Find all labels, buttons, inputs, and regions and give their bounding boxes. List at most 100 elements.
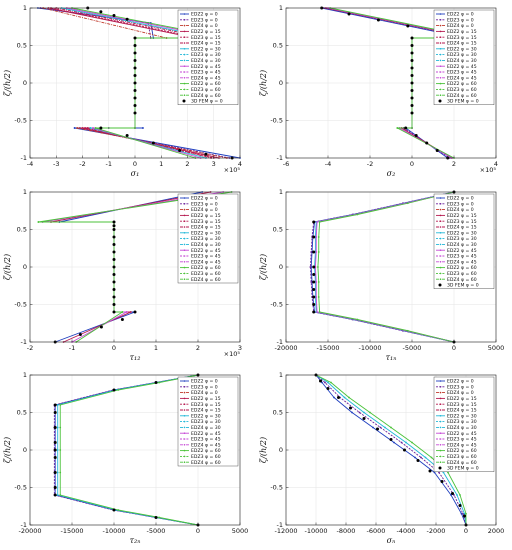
legend-swatch-point <box>439 53 442 56</box>
x-tick-label: -5000 <box>403 344 422 352</box>
legend-label: EDZ2 φ = 15 <box>447 29 477 35</box>
fem-point <box>53 426 57 429</box>
x-tick-label: -20000 <box>274 344 297 352</box>
legend-item: 3D FEM φ = 0 <box>438 466 479 472</box>
x-tick-label: 0 <box>133 160 137 168</box>
legend-item: EDZ3 φ = 30 <box>436 419 477 425</box>
y-tick-label: 0 <box>279 79 283 87</box>
series-point <box>310 281 313 283</box>
legend-label: EDZ3 φ = 0 <box>447 17 474 23</box>
fem-point <box>112 228 116 231</box>
legend-label: EDZ4 φ = 30 <box>191 425 221 431</box>
y-tick-label: 1 <box>279 4 283 12</box>
legend-label: EDZ2 φ = 45 <box>191 64 221 70</box>
x-tick-label: -4 <box>27 160 33 168</box>
fem-point <box>312 250 316 254</box>
legend-item: EDZ3 φ = 30 <box>180 236 221 242</box>
legend-item: EDZ4 φ = 30 <box>436 242 477 248</box>
x-tick-label: 2 <box>452 160 456 168</box>
legend-item: EDZ3 φ = 45 <box>436 70 477 76</box>
y-tick-label: 1 <box>23 371 27 379</box>
fem-point <box>53 403 57 407</box>
legend-item: EDZ4 φ = 30 <box>180 425 221 431</box>
legend-swatch-point <box>439 77 442 79</box>
legend-swatch-point <box>183 409 186 411</box>
series-point <box>379 426 382 429</box>
legend-item: 3D FEM φ = 0 <box>438 99 479 105</box>
legend-item: EDZ3 φ = 0 <box>436 201 474 207</box>
legend-swatch-point <box>439 94 442 96</box>
fem-point <box>312 280 316 284</box>
legend-swatch-point <box>183 24 186 27</box>
series-point <box>465 512 467 515</box>
fem-point <box>112 243 116 246</box>
series-point <box>59 426 62 429</box>
y-axis-label: ζ/(h/2) <box>259 70 268 96</box>
legend-label: EDZ3 φ = 30 <box>447 419 477 425</box>
legend-item: EDZ4 φ = 60 <box>180 277 221 283</box>
fem-point <box>133 66 137 70</box>
series-point <box>315 281 318 283</box>
legend-swatch-point <box>439 237 442 240</box>
legend-swatch <box>438 99 442 103</box>
legend-swatch-point <box>439 391 442 394</box>
legend-item: EDZ4 φ = 30 <box>180 58 221 64</box>
legend-label: EDZ3 φ = 30 <box>447 52 477 58</box>
legend-swatch-point <box>183 42 186 44</box>
fem-series <box>53 373 200 527</box>
x-tick-label: 5000 <box>232 527 249 535</box>
x-axis-label: σ₂ <box>387 169 396 178</box>
legend-item: EDZ3 φ = 60 <box>180 454 221 460</box>
fem-point <box>112 508 116 512</box>
series-point <box>372 426 374 429</box>
fem-point <box>406 24 410 28</box>
legend-swatch-point <box>439 255 442 257</box>
fem-point <box>463 514 466 518</box>
legend-item: EDZ2 φ = 30 <box>180 230 221 236</box>
legend-label: EDZ4 φ = 0 <box>447 390 474 396</box>
legend-swatch-point <box>439 65 442 67</box>
legend-item: EDZ3 φ = 45 <box>436 437 477 443</box>
legend-item: EDZ2 φ = 45 <box>180 431 221 437</box>
panel-sigma2: -6 -4 -2 0 2 4 -1 -0.5 0 0.5 1 σ₂ ζ/(h/2) ×10⁵ EDZ2 φ … <box>259 4 498 178</box>
legend-swatch-point <box>439 409 442 411</box>
series-point <box>411 441 413 444</box>
series-point <box>318 221 321 223</box>
series-point <box>406 202 409 205</box>
series-point <box>420 456 422 459</box>
legend-item: EDZ3 φ = 45 <box>180 254 221 260</box>
legend-swatch-point <box>183 65 186 67</box>
fem-point <box>53 493 57 497</box>
x-tick-label: 2000 <box>488 527 505 535</box>
legend-item: EDZ3 φ = 15 <box>180 402 221 408</box>
y-tick-label: 1 <box>279 188 283 196</box>
legend-swatch-point <box>183 249 186 251</box>
legend-swatch-point <box>439 214 442 217</box>
legend-swatch-point <box>183 432 186 435</box>
legend-label: 3D FEM φ = 0 <box>191 99 223 105</box>
series-point <box>406 329 409 332</box>
series-point <box>463 512 466 515</box>
series-point <box>327 381 329 384</box>
legend-item: EDZ4 φ = 30 <box>436 425 477 431</box>
legend-item: EDZ3 φ = 60 <box>180 87 221 93</box>
legend-label: EDZ3 φ = 60 <box>191 87 221 93</box>
fem-point <box>414 134 418 137</box>
legend-label: EDZ4 φ = 60 <box>191 460 221 466</box>
y-tick-label: -0.5 <box>14 484 27 492</box>
legend-item: EDZ4 φ = 15 <box>436 225 477 231</box>
legend-swatch-point <box>183 19 186 21</box>
legend-item: EDZ2 φ = 60 <box>180 81 221 87</box>
series-point <box>59 494 62 496</box>
legend-label: EDZ3 φ = 30 <box>191 52 221 58</box>
y-tick-label: 0.5 <box>17 409 27 417</box>
fem-point <box>112 388 116 392</box>
x-axis-label: τ₁₂ <box>130 353 141 362</box>
series-point <box>369 411 371 414</box>
fem-point <box>133 89 137 92</box>
legend-swatch-point <box>439 432 442 435</box>
fem-point <box>99 10 103 14</box>
fem-point <box>112 250 116 254</box>
x-axis-label: σ₁ <box>131 169 140 178</box>
